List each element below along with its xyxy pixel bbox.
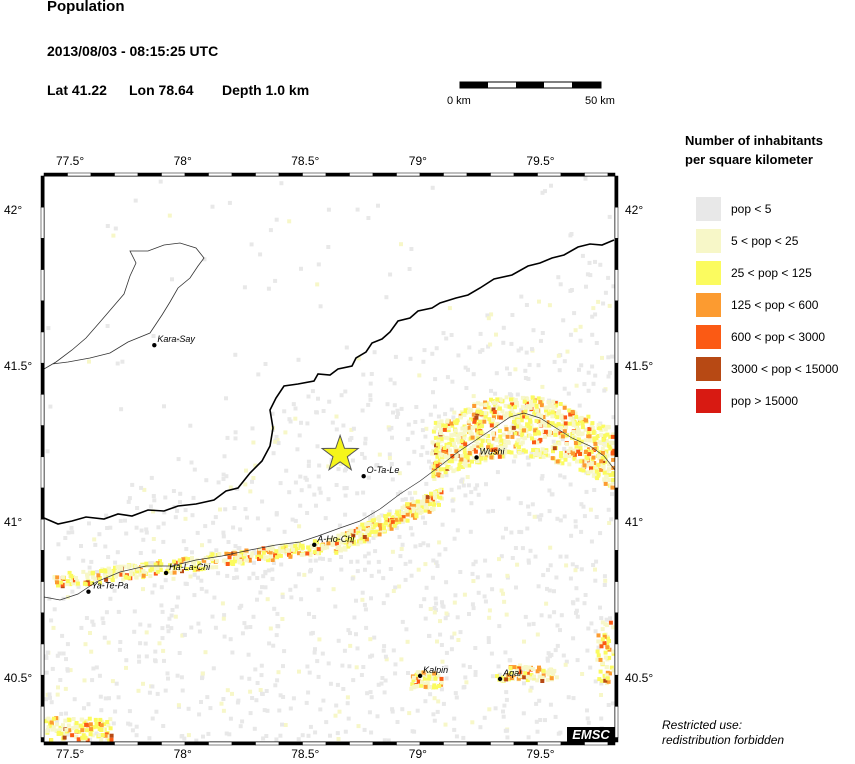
city-label: Ha-La-Chi bbox=[169, 562, 211, 572]
restricted-line2: redistribution forbidden bbox=[662, 733, 785, 747]
city-marker bbox=[152, 342, 157, 348]
restricted-notice: Restricted use: redistribution forbidden bbox=[662, 718, 784, 748]
lon-tick-label-top: 78° bbox=[173, 154, 192, 168]
city-marker bbox=[474, 455, 479, 460]
frame-border-ticks bbox=[40, 172, 619, 746]
city-label: Aqal bbox=[502, 668, 522, 678]
lat-tick-label-left: 42° bbox=[4, 203, 23, 217]
restricted-line1: Restricted use: bbox=[662, 718, 743, 732]
legend-swatch bbox=[696, 293, 721, 317]
city-label: O-Ta-Le bbox=[367, 465, 400, 475]
lon-tick-label-top: 79° bbox=[408, 154, 427, 168]
lon-tick-label-top: 79.5° bbox=[526, 154, 555, 168]
legend-swatch bbox=[696, 229, 721, 253]
legend-swatch bbox=[696, 357, 721, 381]
legend-swatch bbox=[696, 389, 721, 413]
legend-item: pop < 5 bbox=[696, 197, 771, 221]
lon-tick-label-top: 78.5° bbox=[291, 154, 320, 168]
legend-label: 3000 < pop < 15000 bbox=[731, 362, 839, 376]
legend-item: 125 < pop < 600 bbox=[696, 293, 818, 317]
lat-tick-label-right: 40.5° bbox=[625, 671, 654, 685]
scale-end-label: 50 km bbox=[585, 95, 615, 107]
lon-tick-label-bottom: 79° bbox=[408, 747, 427, 761]
legend-item: 5 < pop < 25 bbox=[696, 229, 798, 253]
lat-tick-label-left: 40.5° bbox=[4, 671, 33, 685]
city-label: Kalpin bbox=[423, 665, 448, 675]
lake-kara-say bbox=[43, 242, 205, 370]
event-longitude: Lon 78.64 bbox=[129, 82, 194, 98]
legend-title: Number of inhabitants per square kilomet… bbox=[685, 131, 823, 169]
city-marker bbox=[86, 589, 91, 594]
event-depth: Depth 1.0 km bbox=[222, 82, 310, 98]
legend-item: pop > 15000 bbox=[696, 389, 798, 413]
country-border bbox=[43, 239, 615, 525]
legend-item: 25 < pop < 125 bbox=[696, 261, 812, 285]
lon-tick-label-top: 77.5° bbox=[56, 154, 85, 168]
legend-label: 5 < pop < 25 bbox=[731, 234, 799, 248]
river-line bbox=[43, 412, 616, 601]
city-marker bbox=[417, 673, 423, 679]
legend-label: 600 < pop < 3000 bbox=[731, 330, 826, 344]
legend-title-line2: per square kilometer bbox=[685, 152, 813, 167]
rivers bbox=[43, 412, 616, 601]
epicenter-star bbox=[320, 433, 360, 471]
lat-tick-label-right: 42° bbox=[625, 203, 644, 217]
lon-tick-label-bottom: 79.5° bbox=[526, 747, 555, 761]
scale-bar bbox=[459, 81, 602, 89]
city-label: Wushi bbox=[480, 446, 506, 456]
legend-title-line1: Number of inhabitants bbox=[685, 133, 823, 148]
legend-label: 25 < pop < 125 bbox=[731, 266, 812, 280]
legend-swatch bbox=[696, 261, 721, 285]
scale-start-label: 0 km bbox=[447, 95, 471, 107]
lat-tick-label-right: 41° bbox=[625, 515, 644, 529]
legend-swatch bbox=[696, 197, 721, 221]
legend-item: 3000 < pop < 15000 bbox=[696, 357, 838, 381]
city-label: Ya-Te-Pa bbox=[91, 581, 128, 591]
legend-label: 125 < pop < 600 bbox=[731, 298, 819, 312]
city-label: Kara-Say bbox=[157, 334, 195, 344]
city-marker bbox=[497, 676, 503, 682]
emsc-watermark: EMSC bbox=[572, 727, 610, 742]
city-marker bbox=[361, 474, 366, 479]
lon-tick-label-bottom: 78.5° bbox=[291, 747, 320, 761]
lat-tick-label-left: 41° bbox=[4, 515, 23, 529]
legend-label: pop > 15000 bbox=[731, 394, 799, 408]
map-title: Population bbox=[47, 0, 125, 15]
population-density-cells bbox=[44, 176, 616, 743]
lat-tick-label-left: 41.5° bbox=[4, 359, 33, 373]
legend-label: pop < 5 bbox=[731, 202, 772, 216]
legend-swatch bbox=[696, 325, 721, 349]
lat-tick-label-right: 41.5° bbox=[625, 359, 654, 373]
event-datetime: 2013/08/03 - 08:15:25 UTC bbox=[47, 43, 219, 59]
cities: Kara-Say O-Ta-Le Wushi A-Ho-Chi Ha-La-Chi Ya-… bbox=[86, 334, 522, 682]
city-label: A-Ho-Chi bbox=[316, 534, 355, 544]
event-latitude: Lat 41.22 bbox=[47, 82, 107, 98]
lon-tick-label-bottom: 78° bbox=[173, 747, 192, 761]
legend-item: 600 < pop < 3000 bbox=[696, 325, 825, 349]
city-marker bbox=[312, 542, 317, 548]
lon-tick-label-bottom: 77.5° bbox=[56, 747, 85, 761]
city-marker bbox=[163, 570, 169, 576]
